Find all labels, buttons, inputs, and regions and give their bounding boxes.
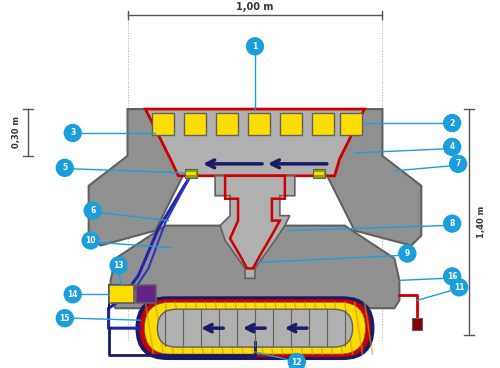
Text: 8: 8 [450,219,455,228]
Text: 14: 14 [68,290,78,299]
Text: 5: 5 [62,163,68,172]
Text: 3: 3 [70,128,75,138]
Circle shape [64,124,81,141]
Circle shape [399,245,416,262]
Polygon shape [310,109,422,245]
Circle shape [64,286,81,303]
Polygon shape [186,169,197,178]
Text: 0,30 m: 0,30 m [12,116,21,148]
Text: 1: 1 [252,42,258,51]
Bar [108,285,134,303]
Bar [312,113,334,135]
Bar [248,113,270,135]
Circle shape [444,114,460,131]
Text: 15: 15 [60,314,70,323]
Bar [314,172,324,175]
Circle shape [444,268,460,285]
Text: 16: 16 [447,272,458,281]
Circle shape [450,155,466,172]
Circle shape [56,159,73,176]
Circle shape [84,202,101,219]
Circle shape [444,138,460,155]
Polygon shape [110,226,400,308]
FancyBboxPatch shape [140,299,370,357]
Circle shape [110,257,127,274]
Text: 7: 7 [456,159,461,168]
Text: 9: 9 [404,249,410,258]
Circle shape [82,232,99,249]
Bar [152,113,174,135]
Circle shape [56,310,73,327]
Circle shape [246,38,264,55]
Circle shape [288,354,306,368]
Polygon shape [146,109,364,176]
Bar [216,113,238,135]
Polygon shape [312,169,324,178]
Bar [136,285,156,303]
Text: 1,40 m: 1,40 m [477,205,486,238]
Bar [184,113,206,135]
Text: 12: 12 [292,358,302,367]
Bar [340,113,361,135]
Circle shape [444,215,460,232]
Bar [412,318,422,330]
Polygon shape [88,109,200,245]
FancyBboxPatch shape [144,302,366,354]
FancyBboxPatch shape [136,296,374,360]
Bar [280,113,302,135]
Text: 13: 13 [114,261,124,270]
FancyBboxPatch shape [158,309,352,347]
Text: 6: 6 [90,206,96,215]
Text: 11: 11 [454,283,464,292]
Text: 2: 2 [450,118,455,128]
Text: 10: 10 [86,236,96,245]
Text: 4: 4 [450,142,455,151]
Polygon shape [215,176,295,278]
Circle shape [450,279,468,296]
Text: 1,00 m: 1,00 m [236,3,274,13]
Bar [186,172,196,175]
